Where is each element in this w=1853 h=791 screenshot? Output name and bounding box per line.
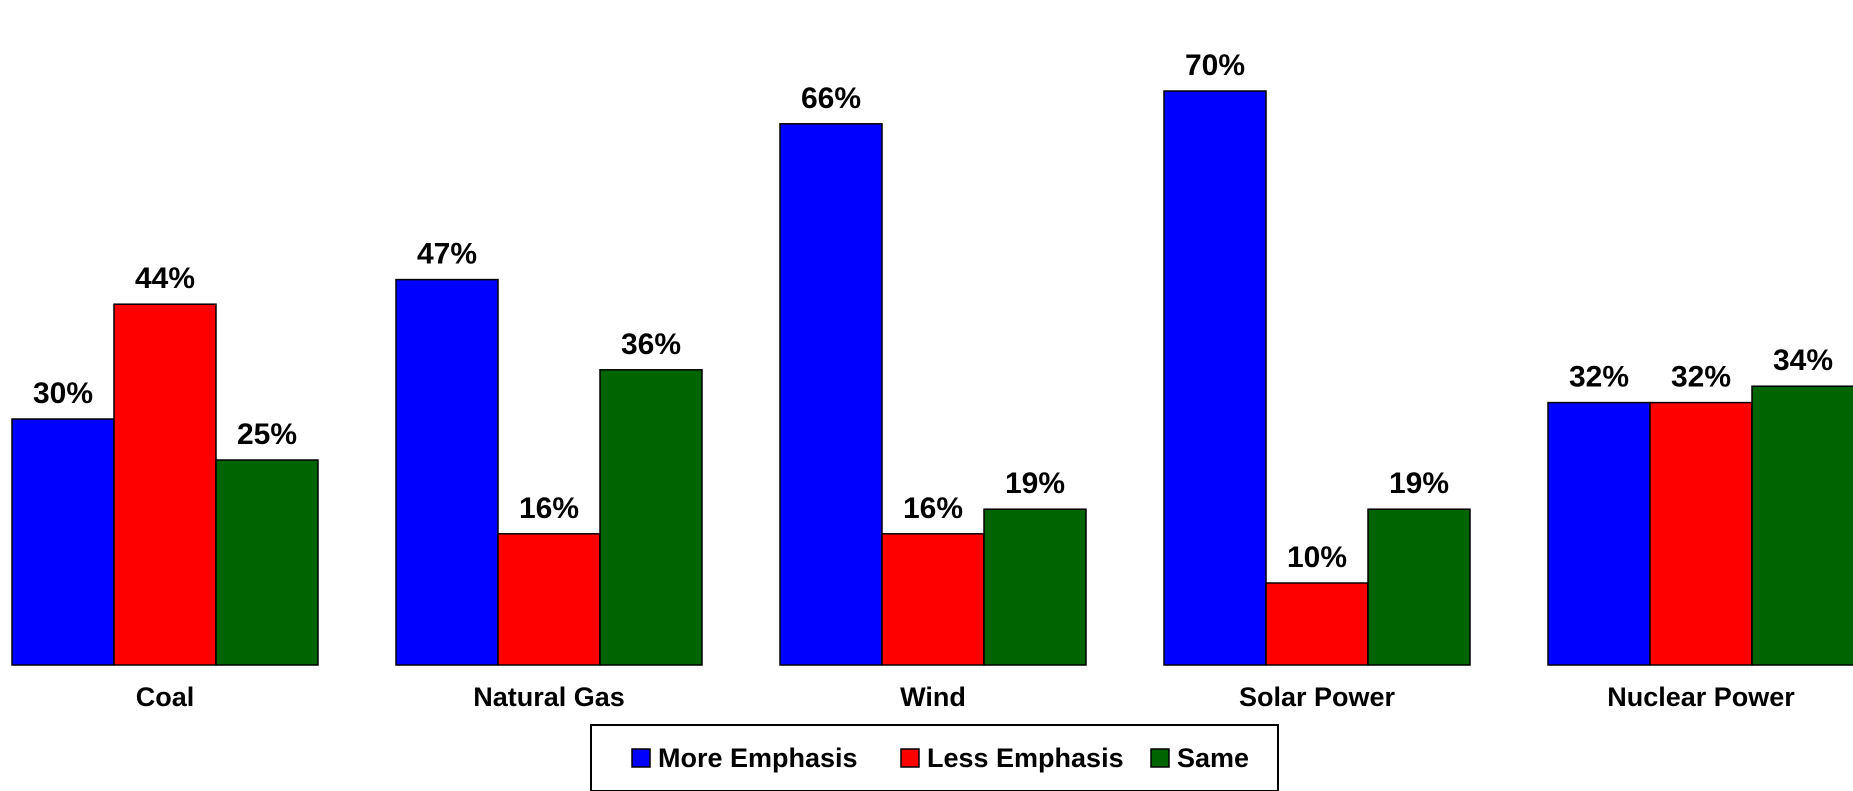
bar-natural-gas-less-emphasis (497, 533, 601, 666)
value-label-solar-power-less-emphasis: 10% (1287, 541, 1347, 574)
legend-label-same: Same (1177, 743, 1249, 773)
value-label-nuclear-power-more-emphasis: 32% (1569, 361, 1629, 394)
bar-natural-gas-same (599, 369, 703, 666)
bar-nuclear-power-more-emphasis (1547, 401, 1651, 666)
bar-wind-more-emphasis (779, 123, 883, 666)
value-label-nuclear-power-same: 34% (1773, 344, 1833, 377)
value-labels-layer: 30% 44% 25% 47% 16% 36% 66% 16% 19% 70% 10% 19% 32% 3… (33, 49, 1833, 574)
bar-wind-same (983, 508, 1087, 666)
value-label-wind-less-emphasis: 16% (903, 492, 963, 525)
bar-nuclear-power-same (1751, 385, 1853, 666)
value-label-natural-gas-less-emphasis: 16% (519, 492, 579, 525)
value-label-coal-same: 25% (237, 418, 297, 451)
legend-swatch-less-emphasis (900, 748, 920, 768)
value-label-solar-power-more-emphasis: 70% (1185, 49, 1245, 82)
category-label-natural-gas: Natural Gas (473, 682, 625, 712)
value-label-solar-power-same: 19% (1389, 467, 1449, 500)
bar-solar-power-less-emphasis (1265, 582, 1369, 666)
bar-coal-same (215, 459, 319, 666)
value-label-natural-gas-more-emphasis: 47% (417, 238, 477, 271)
legend-swatch-same (1150, 748, 1170, 768)
legend-label-less-emphasis: Less Emphasis (927, 743, 1124, 773)
legend-items: More Emphasis Less Emphasis Same (631, 743, 1249, 773)
bar-solar-power-more-emphasis (1163, 90, 1267, 666)
bars-layer (11, 90, 1853, 666)
value-label-wind-same: 19% (1005, 467, 1065, 500)
category-label-coal: Coal (136, 682, 195, 712)
value-label-nuclear-power-less-emphasis: 32% (1671, 361, 1731, 394)
category-label-solar-power: Solar Power (1239, 682, 1396, 712)
category-labels-layer: Coal Natural Gas Wind Solar Power Nuclear Po… (136, 682, 1796, 712)
value-label-natural-gas-same: 36% (621, 328, 681, 361)
bar-wind-less-emphasis (881, 533, 985, 666)
category-label-nuclear-power: Nuclear Power (1607, 682, 1795, 712)
bar-natural-gas-more-emphasis (395, 278, 499, 666)
legend: More Emphasis Less Emphasis Same (590, 724, 1279, 791)
legend-swatch-more-emphasis (631, 748, 651, 768)
category-label-wind: Wind (900, 682, 966, 712)
value-label-coal-more-emphasis: 30% (33, 377, 93, 410)
value-label-coal-less-emphasis: 44% (135, 262, 195, 295)
legend-label-more-emphasis: More Emphasis (658, 743, 858, 773)
value-label-wind-more-emphasis: 66% (801, 82, 861, 115)
bar-nuclear-power-less-emphasis (1649, 401, 1753, 666)
bar-coal-more-emphasis (11, 418, 115, 666)
bar-coal-less-emphasis (113, 303, 217, 666)
bar-solar-power-same (1367, 508, 1471, 666)
